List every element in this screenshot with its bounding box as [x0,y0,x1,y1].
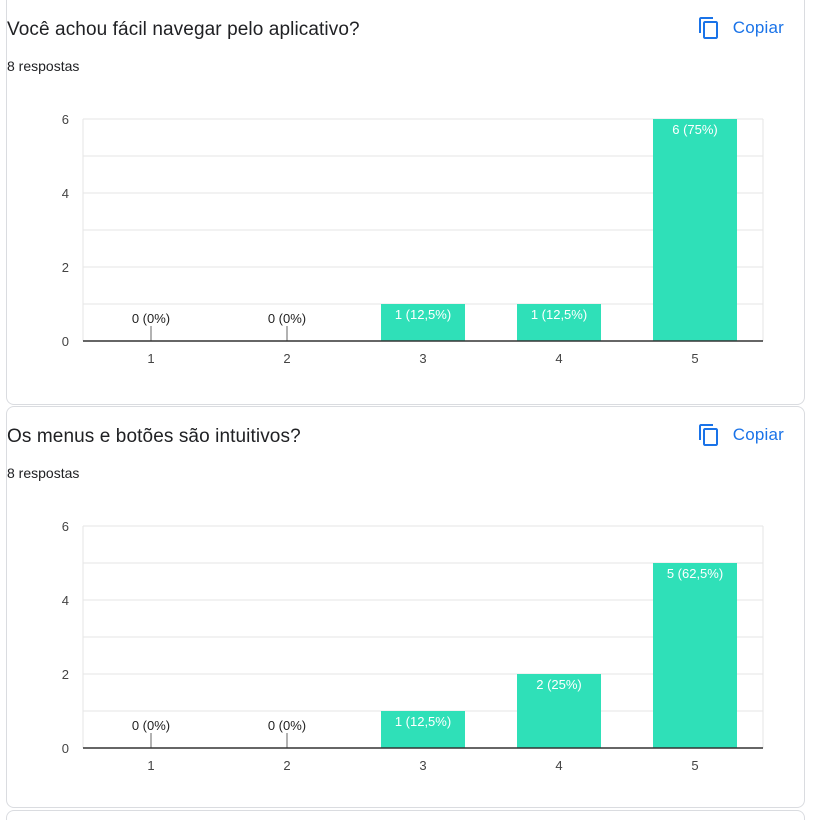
bar [517,304,601,341]
x-tick-label: 1 [147,758,154,773]
y-tick-label: 4 [62,593,69,608]
y-tick-label: 6 [62,519,69,534]
data-label: 0 (0%) [132,718,170,733]
y-tick-label: 2 [62,667,69,682]
bar [517,674,601,748]
question-title-1: Você achou fácil navegar pelo aplicativo… [7,19,360,40]
x-tick-label: 2 [283,351,290,366]
copy-button-1[interactable]: Copiar [697,14,784,42]
bar-chart-2: 0 2 4 6 0 (0%) 1 0 (0%) 2 1 (12,5%) 3 2 (25%) 4 5 (6… [62,519,764,773]
next-question-card [6,810,805,820]
question-card-1: Você achou fácil navegar pelo aplicativo… [6,0,805,405]
bar [381,711,465,748]
response-count-1: 8 respostas [7,58,80,74]
y-tick-label: 0 [62,334,69,349]
x-tick-label: 5 [691,351,698,366]
data-label: 5 (62,5%) [667,566,723,581]
copy-button-2[interactable]: Copiar [697,421,784,449]
y-tick-label: 6 [62,112,69,127]
y-tick-label: 2 [62,260,69,275]
x-tick-label: 3 [419,351,426,366]
data-label: 0 (0%) [268,311,306,326]
x-tick-label: 5 [691,758,698,773]
x-tick-label: 4 [555,758,562,773]
x-tick-label: 2 [283,758,290,773]
data-label: 1 (12,5%) [531,307,587,322]
y-tick-label: 4 [62,186,69,201]
bar [653,119,737,341]
data-label: 6 (75%) [672,122,718,137]
data-label: 2 (25%) [536,677,582,692]
data-label: 0 (0%) [268,718,306,733]
bar [653,563,737,748]
copy-icon [698,424,718,446]
response-count-2: 8 respostas [7,465,80,481]
copy-label: Copiar [732,425,784,444]
x-tick-label: 4 [555,351,562,366]
bar [381,304,465,341]
copy-label: Copiar [732,18,784,37]
question-card-2: Os menus e botões são intuitivos? 8 resp… [6,406,805,808]
bar-chart-1: 0 2 4 6 0 (0%) 1 0 (0%) 2 1 (12,5%) 3 1 (12,5%) 4 6 … [62,112,764,366]
data-label: 0 (0%) [132,311,170,326]
data-label: 1 (12,5%) [395,714,451,729]
data-label: 1 (12,5%) [395,307,451,322]
x-tick-label: 1 [147,351,154,366]
x-tick-label: 3 [419,758,426,773]
copy-icon [698,17,718,39]
y-tick-label: 0 [62,741,69,756]
question-title-2: Os menus e botões são intuitivos? [7,426,301,447]
